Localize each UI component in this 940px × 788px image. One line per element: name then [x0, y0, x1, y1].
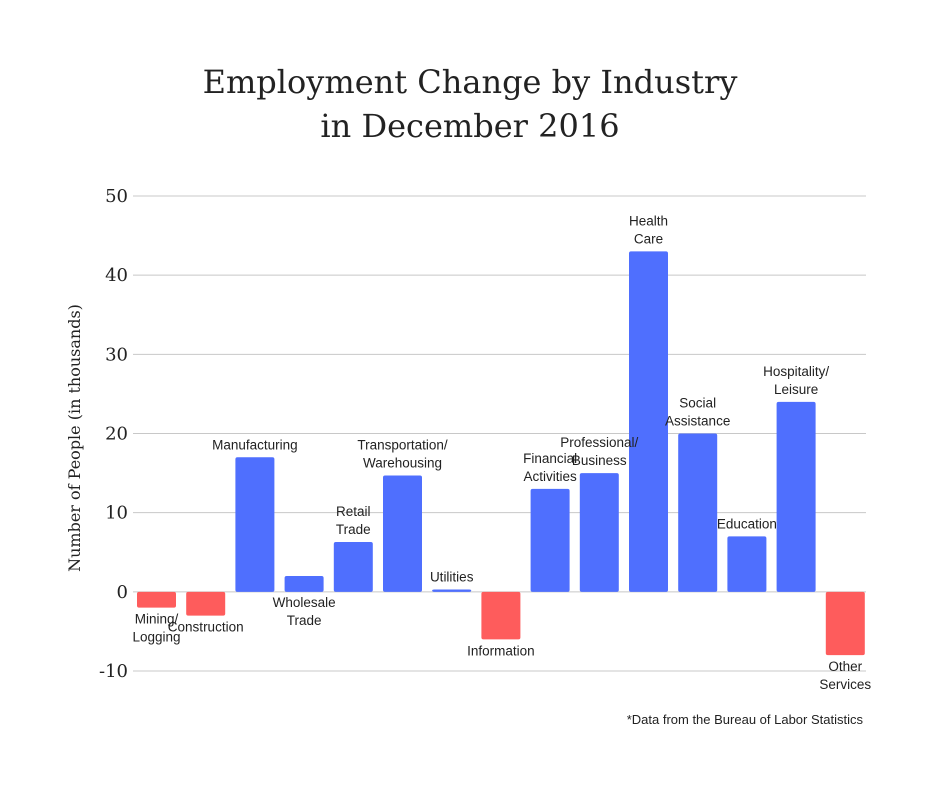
- category-label-line: Social: [679, 396, 716, 411]
- bar: [235, 457, 275, 592]
- source-footnote: *Data from the Bureau of Labor Statistic…: [627, 712, 864, 727]
- bar: [727, 536, 767, 592]
- category-label-line: Manufacturing: [212, 437, 298, 452]
- y-axis-label: Number of People (in thousands): [65, 304, 84, 572]
- category-label-line: Logging: [132, 630, 180, 645]
- category-label: Wholesale Trade: [273, 595, 336, 628]
- category-label-line: Activities: [523, 469, 577, 484]
- bar: [481, 591, 521, 640]
- category-label-line: Wholesale: [273, 595, 336, 610]
- chart-title-line-1: Employment Change by Industry: [203, 63, 738, 101]
- bar: [137, 591, 176, 608]
- category-label: Construction: [168, 620, 244, 635]
- category-label-line: Construction: [168, 620, 244, 635]
- category-label: Utilities: [430, 569, 474, 584]
- category-label-line: Transportation/: [357, 437, 448, 452]
- bar: [432, 589, 472, 592]
- category-label-line: Assistance: [665, 414, 730, 429]
- category-label-line: Education: [717, 516, 777, 531]
- category-label: Manufacturing: [212, 437, 298, 452]
- bars: [137, 251, 865, 656]
- bar: [776, 401, 816, 592]
- category-label: Professional/Business: [560, 435, 638, 468]
- category-label: Health Care: [629, 213, 668, 246]
- bar: [825, 591, 865, 656]
- bar: [333, 541, 373, 592]
- bar: [383, 475, 422, 592]
- category-label-line: Information: [467, 643, 535, 658]
- category-label-line: Business: [572, 453, 627, 468]
- category-label-line: Utilities: [430, 569, 474, 584]
- category-label-line: Financial: [523, 451, 577, 466]
- category-label-line: Leisure: [774, 382, 818, 397]
- category-label: Financial Activities: [523, 451, 577, 484]
- category-label-line: Trade: [287, 613, 322, 628]
- category-label-line: Services: [819, 677, 871, 692]
- category-label-line: Care: [634, 231, 663, 246]
- category-label: Education: [717, 516, 777, 531]
- category-label-line: Trade: [336, 522, 371, 537]
- bar: [530, 488, 570, 592]
- y-tick-label: -10: [99, 661, 128, 682]
- y-tick-label: 10: [105, 503, 128, 524]
- category-label: Retail Trade: [336, 504, 371, 537]
- y-tick-label: 40: [105, 265, 128, 286]
- category-label-line: Retail: [336, 504, 371, 519]
- category-label: Information: [467, 643, 535, 658]
- category-label-line: Mining/: [135, 612, 179, 627]
- category-label-line: Health: [629, 213, 668, 228]
- category-label-line: Other: [828, 659, 862, 674]
- y-tick-label: 20: [105, 424, 128, 445]
- category-label-line: Warehousing: [363, 455, 442, 470]
- y-tick-label: 30: [105, 344, 128, 365]
- category-label: Other Services: [819, 659, 871, 692]
- y-tick-labels: 50 40 30 20 10 0 -10: [99, 186, 128, 682]
- bar: [629, 251, 668, 592]
- bar: [186, 591, 226, 616]
- category-label-line: Professional/: [560, 435, 638, 450]
- bar: [579, 473, 619, 592]
- y-tick-label: 50: [105, 186, 128, 207]
- category-label: Mining/Logging: [132, 612, 180, 645]
- category-label: Social Assistance: [665, 396, 730, 429]
- bar: [678, 433, 718, 592]
- category-label: Transportation/Warehousing: [357, 437, 448, 470]
- y-tick-label: 0: [117, 582, 128, 603]
- category-label-line: Hospitality/: [763, 364, 829, 379]
- category-label: Hospitality/Leisure: [763, 364, 829, 397]
- chart-title-line-2: in December 2016: [320, 107, 619, 145]
- bar: [284, 576, 324, 592]
